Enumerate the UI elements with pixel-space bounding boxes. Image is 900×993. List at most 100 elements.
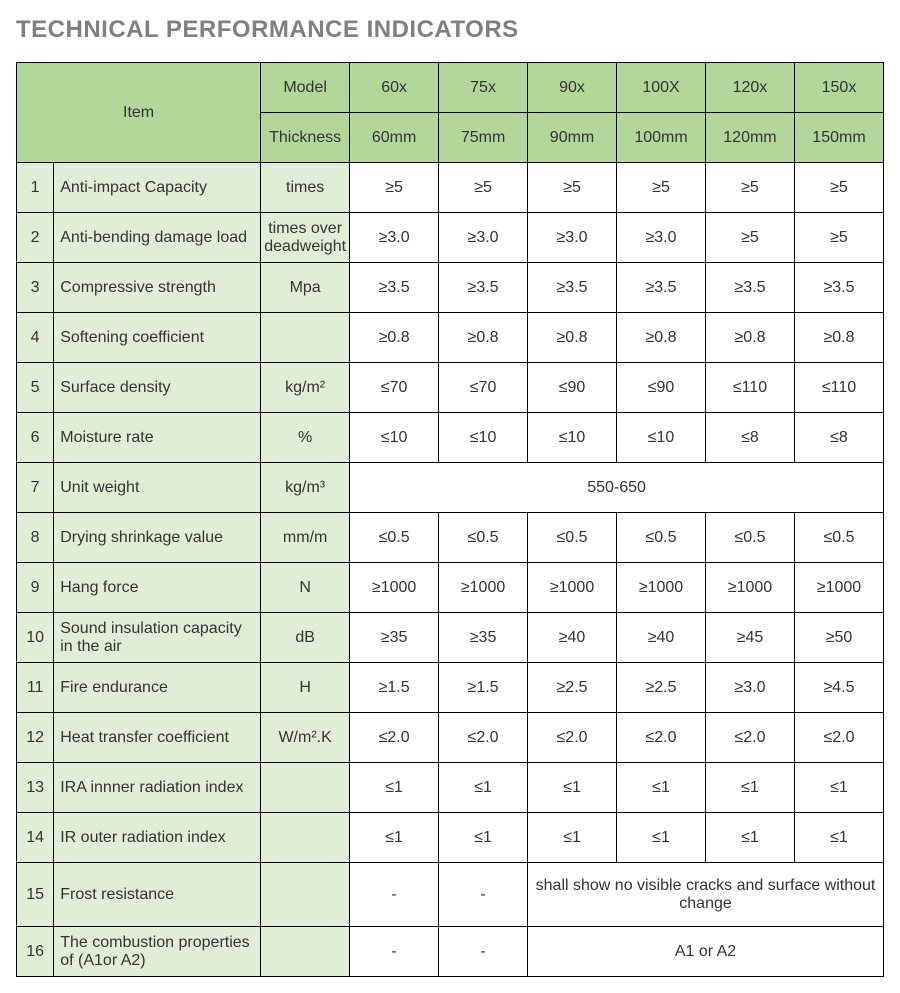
- header-model-3: 100X: [617, 63, 706, 113]
- row-unit: [261, 763, 350, 813]
- row-value: ≥0.8: [617, 313, 706, 363]
- row-unit: kg/m³: [261, 463, 350, 513]
- row-unit: times over deadweight: [261, 213, 350, 263]
- row-value: ≥3.0: [439, 213, 528, 263]
- row-number: 15: [17, 863, 54, 927]
- row-value: ≥0.8: [350, 313, 439, 363]
- row-value-span: 550-650: [350, 463, 884, 513]
- row-value: ≤110: [705, 363, 794, 413]
- header-model-1: 75x: [439, 63, 528, 113]
- row-value: ≥4.5: [794, 663, 883, 713]
- row-item: Fire endurance: [54, 663, 261, 713]
- row-unit: dB: [261, 613, 350, 663]
- row-item: Softening coefficient: [54, 313, 261, 363]
- row-value: ≤2.0: [705, 713, 794, 763]
- row-value: ≥1000: [617, 563, 706, 613]
- header-model: Model: [261, 63, 350, 113]
- row-value: ≥1000: [705, 563, 794, 613]
- row-value: ≤1: [350, 813, 439, 863]
- row-value: ≤90: [617, 363, 706, 413]
- row-number: 2: [17, 213, 54, 263]
- table-row: 6Moisture rate%≤10≤10≤10≤10≤8≤8: [17, 413, 884, 463]
- row-value: ≥40: [617, 613, 706, 663]
- row-value: ≥2.5: [617, 663, 706, 713]
- table-row: 8Drying shrinkage valuemm/m≤0.5≤0.5≤0.5≤…: [17, 513, 884, 563]
- row-unit: Mpa: [261, 263, 350, 313]
- row-value: -: [439, 927, 528, 977]
- header-thickness-2: 90mm: [528, 113, 617, 163]
- row-value: ≥5: [794, 163, 883, 213]
- header-thickness: Thickness: [261, 113, 350, 163]
- row-value: ≥3.5: [705, 263, 794, 313]
- row-value: ≤2.0: [794, 713, 883, 763]
- row-item: Anti-bending damage load: [54, 213, 261, 263]
- table-body: 1Anti-impact Capacitytimes≥5≥5≥5≥5≥5≥52A…: [17, 163, 884, 977]
- row-value: ≤0.5: [528, 513, 617, 563]
- row-value: ≥1.5: [439, 663, 528, 713]
- row-number: 5: [17, 363, 54, 413]
- table-row: 12Heat transfer coefficientW/m².K≤2.0≤2.…: [17, 713, 884, 763]
- row-value: ≥50: [794, 613, 883, 663]
- table-row: 3Compressive strengthMpa≥3.5≥3.5≥3.5≥3.5…: [17, 263, 884, 313]
- table-row: 14IR outer radiation index≤1≤1≤1≤1≤1≤1: [17, 813, 884, 863]
- header-thickness-4: 120mm: [705, 113, 794, 163]
- row-item: Unit weight: [54, 463, 261, 513]
- row-value: ≥5: [350, 163, 439, 213]
- row-value: ≥0.8: [528, 313, 617, 363]
- row-value: ≥3.5: [439, 263, 528, 313]
- row-unit: kg/m²: [261, 363, 350, 413]
- row-value: ≤1: [617, 813, 706, 863]
- row-value: ≥0.8: [794, 313, 883, 363]
- row-value-span: A1 or A2: [528, 927, 884, 977]
- table-row: 16The combustion properties of (A1or A2)…: [17, 927, 884, 977]
- row-item: The combustion properties of (A1or A2): [54, 927, 261, 977]
- row-value: ≥3.5: [350, 263, 439, 313]
- row-number: 3: [17, 263, 54, 313]
- row-value: ≤2.0: [528, 713, 617, 763]
- row-value: ≥3.5: [794, 263, 883, 313]
- row-value: ≤8: [794, 413, 883, 463]
- row-value: ≥5: [705, 163, 794, 213]
- row-value: -: [350, 927, 439, 977]
- row-unit: N: [261, 563, 350, 613]
- row-value: ≤1: [617, 763, 706, 813]
- row-unit: [261, 863, 350, 927]
- row-number: 16: [17, 927, 54, 977]
- header-model-2: 90x: [528, 63, 617, 113]
- row-value: ≥5: [617, 163, 706, 213]
- row-value: ≥1000: [350, 563, 439, 613]
- row-item: IRA innner radiation index: [54, 763, 261, 813]
- row-item: IR outer radiation index: [54, 813, 261, 863]
- row-value: ≤10: [528, 413, 617, 463]
- row-unit: [261, 813, 350, 863]
- row-item: Compressive strength: [54, 263, 261, 313]
- row-number: 13: [17, 763, 54, 813]
- row-value: ≥5: [528, 163, 617, 213]
- row-value: ≥1000: [439, 563, 528, 613]
- table-row: 9Hang forceN≥1000≥1000≥1000≥1000≥1000≥10…: [17, 563, 884, 613]
- header-model-0: 60x: [350, 63, 439, 113]
- row-item: Hang force: [54, 563, 261, 613]
- table-row: 5Surface densitykg/m²≤70≤70≤90≤90≤110≤11…: [17, 363, 884, 413]
- row-value: ≥3.5: [617, 263, 706, 313]
- row-unit: times: [261, 163, 350, 213]
- row-value: ≥1000: [528, 563, 617, 613]
- row-value: ≥40: [528, 613, 617, 663]
- row-value: ≤1: [439, 763, 528, 813]
- row-value: ≤2.0: [350, 713, 439, 763]
- row-value: ≥5: [439, 163, 528, 213]
- row-number: 9: [17, 563, 54, 613]
- table-row: 10Sound insulation capacity in the airdB…: [17, 613, 884, 663]
- table-row: 7Unit weightkg/m³550-650: [17, 463, 884, 513]
- row-number: 6: [17, 413, 54, 463]
- header-thickness-3: 100mm: [617, 113, 706, 163]
- row-value: ≥35: [439, 613, 528, 663]
- row-value: -: [350, 863, 439, 927]
- row-value: ≤10: [350, 413, 439, 463]
- row-value: ≤0.5: [794, 513, 883, 563]
- row-item: Drying shrinkage value: [54, 513, 261, 563]
- table-row: 1Anti-impact Capacitytimes≥5≥5≥5≥5≥5≥5: [17, 163, 884, 213]
- row-value-span: shall show no visible cracks and surface…: [528, 863, 884, 927]
- row-value: ≥3.5: [528, 263, 617, 313]
- row-value: ≥5: [794, 213, 883, 263]
